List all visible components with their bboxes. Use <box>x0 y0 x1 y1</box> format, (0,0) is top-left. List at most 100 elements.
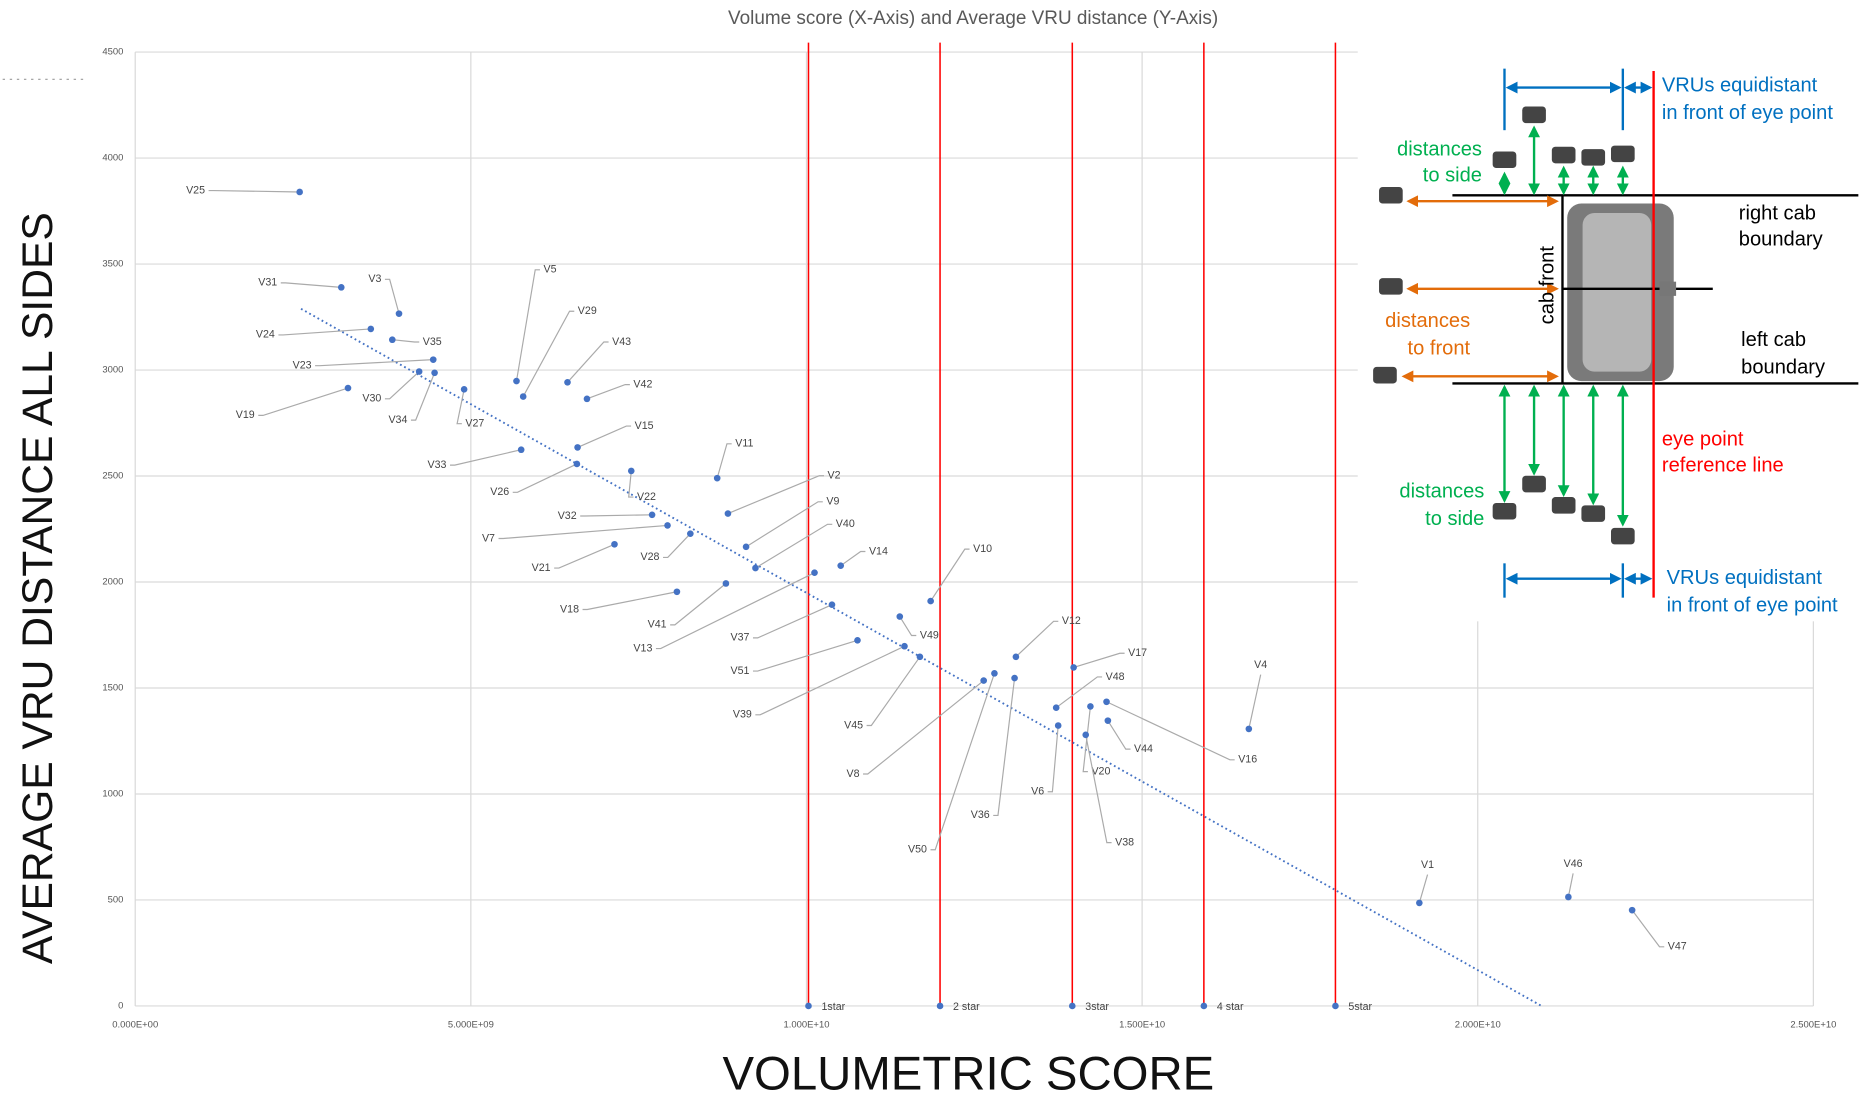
point-label: V36 <box>971 809 990 821</box>
point-label: V29 <box>578 305 597 317</box>
leader-line <box>1106 701 1235 761</box>
point-label: V43 <box>612 336 631 348</box>
leader-line <box>554 543 615 569</box>
y-axis-title: AVERAGE VRU DISTANCE ALL SIDES <box>14 212 62 964</box>
leader-line <box>1631 909 1665 948</box>
leader-line <box>278 328 371 336</box>
point-label: V35 <box>423 336 442 348</box>
leader-line <box>280 282 342 288</box>
leader-line <box>1418 874 1429 904</box>
point-label: V14 <box>869 545 888 557</box>
point-label: V23 <box>293 360 312 372</box>
data-point <box>1416 899 1423 907</box>
inset-diagram: VRUs equidistant in front of eye point V… <box>1357 44 1859 622</box>
leader-line <box>993 677 1016 817</box>
point-label: V10 <box>973 543 992 555</box>
leader-line <box>1015 620 1059 658</box>
leader-line <box>840 550 866 567</box>
leader-line <box>863 680 985 775</box>
point-label: V3 <box>368 273 381 285</box>
y-tick-label: 0 <box>118 1000 123 1011</box>
y-tick-label: 500 <box>108 894 124 905</box>
point-label: V21 <box>532 562 551 574</box>
data-point <box>673 588 681 596</box>
data-point <box>429 356 437 363</box>
vru-icon <box>1581 149 1606 166</box>
data-point <box>513 377 520 385</box>
x-tick-label: 2.500E+10 <box>1790 1019 1836 1030</box>
point-label: V1 <box>1421 859 1434 871</box>
vru-icon <box>1551 146 1576 164</box>
leader-line <box>522 310 575 397</box>
leader-line <box>567 341 609 383</box>
point-label: V4 <box>1254 659 1267 671</box>
leader-line <box>498 524 668 540</box>
point-label: V16 <box>1238 754 1257 766</box>
data-point <box>517 446 525 454</box>
leader-line <box>258 387 349 416</box>
data-point <box>1087 703 1094 710</box>
leader-line <box>930 673 995 851</box>
x-tick-label: 0.000E+00 <box>112 1019 158 1030</box>
leader-line <box>1248 674 1262 730</box>
data-point <box>337 284 345 291</box>
inset-label: distances <box>1399 481 1484 503</box>
data-point <box>752 564 759 572</box>
data-point <box>564 379 571 386</box>
inset-label: VRUs equidistant <box>1662 75 1818 97</box>
leader-line <box>1107 720 1131 750</box>
point-label: V28 <box>641 551 660 563</box>
leader-line <box>755 645 905 716</box>
point-label: V48 <box>1106 671 1125 683</box>
leader-line <box>1047 725 1059 793</box>
inset-label: distances <box>1385 310 1470 332</box>
point-label: V9 <box>826 496 839 508</box>
data-point <box>1103 698 1110 706</box>
y-tick-label: 1000 <box>102 788 123 799</box>
y-tick-label: 1500 <box>102 682 123 693</box>
leader-line <box>655 572 815 650</box>
point-label: V42 <box>633 378 652 390</box>
point-label: V40 <box>836 518 855 530</box>
leader-line <box>1055 676 1103 709</box>
vru-icon <box>1492 151 1517 169</box>
x-tick-label: 2.000E+10 <box>1455 1019 1501 1030</box>
data-point <box>519 393 527 400</box>
point-label: V18 <box>560 603 579 615</box>
point-label: V37 <box>730 632 749 644</box>
data-point <box>713 474 721 482</box>
leader-line <box>752 604 833 639</box>
vru-icon <box>1522 475 1546 493</box>
data-point <box>1054 722 1062 729</box>
data-point <box>811 569 818 576</box>
vru-icon <box>1379 186 1403 204</box>
vru-icon <box>1379 278 1403 295</box>
data-point <box>837 562 845 569</box>
y-tick-label: 4000 <box>102 153 123 164</box>
data-point <box>611 540 618 548</box>
data-point <box>991 670 998 677</box>
point-label: V39 <box>733 709 752 721</box>
leader-line <box>1567 873 1574 898</box>
plot-area: 0 500 1000 1500 2000 2500 3000 3500 4000 4500 0.00… <box>102 42 1836 1030</box>
vru-icon <box>1610 145 1635 163</box>
vru-icon <box>1522 106 1546 124</box>
point-label: V11 <box>735 438 753 450</box>
leader-line <box>208 189 300 193</box>
leader-line <box>899 616 917 637</box>
point-label: V12 <box>1062 615 1081 627</box>
reference-marker <box>1068 1002 1076 1010</box>
point-label: V30 <box>362 393 381 405</box>
point-label: V33 <box>428 459 447 471</box>
reference-label: 5star <box>1348 1001 1372 1013</box>
point-label: V38 <box>1115 836 1134 848</box>
point-label: V8 <box>846 768 859 780</box>
leader-line <box>512 463 578 493</box>
point-label: V31 <box>258 277 277 289</box>
data-point <box>980 677 988 684</box>
y-tick-label: 3000 <box>102 365 123 376</box>
data-point <box>460 386 468 393</box>
point-label: V47 <box>1668 941 1687 953</box>
data-point <box>901 642 908 650</box>
